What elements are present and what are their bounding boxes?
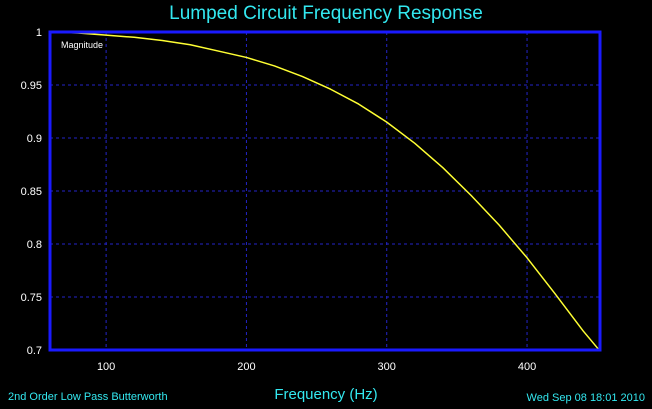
plot-frame	[48, 30, 602, 352]
y-axis-ticks: 0.7 0.75 0.8 0.85 0.9 0.95 1	[21, 27, 42, 357]
x-tick-label: 100	[97, 361, 115, 373]
grid	[50, 32, 600, 350]
y-tick-label: 1	[36, 27, 42, 39]
y-tick-label: 0.8	[27, 239, 42, 251]
footer-timestamp: Wed Sep 08 18:01 2010	[527, 392, 645, 404]
x-tick-label: 400	[518, 361, 536, 373]
chart-title: Lumped Circuit Frequency Response	[169, 3, 483, 24]
y-tick-label: 0.95	[21, 80, 42, 92]
x-tick-label: 200	[237, 361, 255, 373]
y-tick-label: 0.85	[21, 186, 42, 198]
x-axis-label: Frequency (Hz)	[274, 386, 377, 403]
series-line-0	[49, 31, 601, 352]
y-tick-label: 0.75	[21, 292, 42, 304]
footer-filter-description: 2nd Order Low Pass Butterworth	[8, 391, 168, 403]
plot-lines	[49, 31, 601, 352]
x-axis-ticks: 100 200 300 400	[97, 361, 536, 373]
y-tick-label: 0.7	[27, 345, 42, 357]
legend-label-magnitude: Magnitude	[61, 40, 103, 50]
y-tick-label: 0.9	[27, 133, 42, 145]
x-tick-label: 300	[378, 361, 396, 373]
